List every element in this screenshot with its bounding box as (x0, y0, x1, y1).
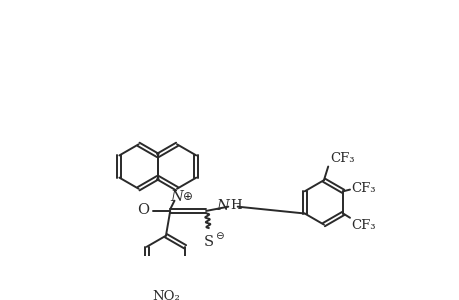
Text: ⊕: ⊕ (183, 190, 192, 202)
Text: N: N (170, 190, 183, 204)
Text: NO₂: NO₂ (151, 290, 179, 300)
Text: CF₃: CF₃ (329, 152, 353, 165)
Text: H: H (230, 199, 241, 212)
Text: CF₃: CF₃ (351, 220, 375, 232)
Text: O: O (136, 203, 149, 217)
Text: S: S (203, 235, 213, 249)
Text: CF₃: CF₃ (351, 182, 375, 195)
Text: ⊖: ⊖ (214, 231, 223, 241)
Text: N: N (216, 199, 229, 213)
